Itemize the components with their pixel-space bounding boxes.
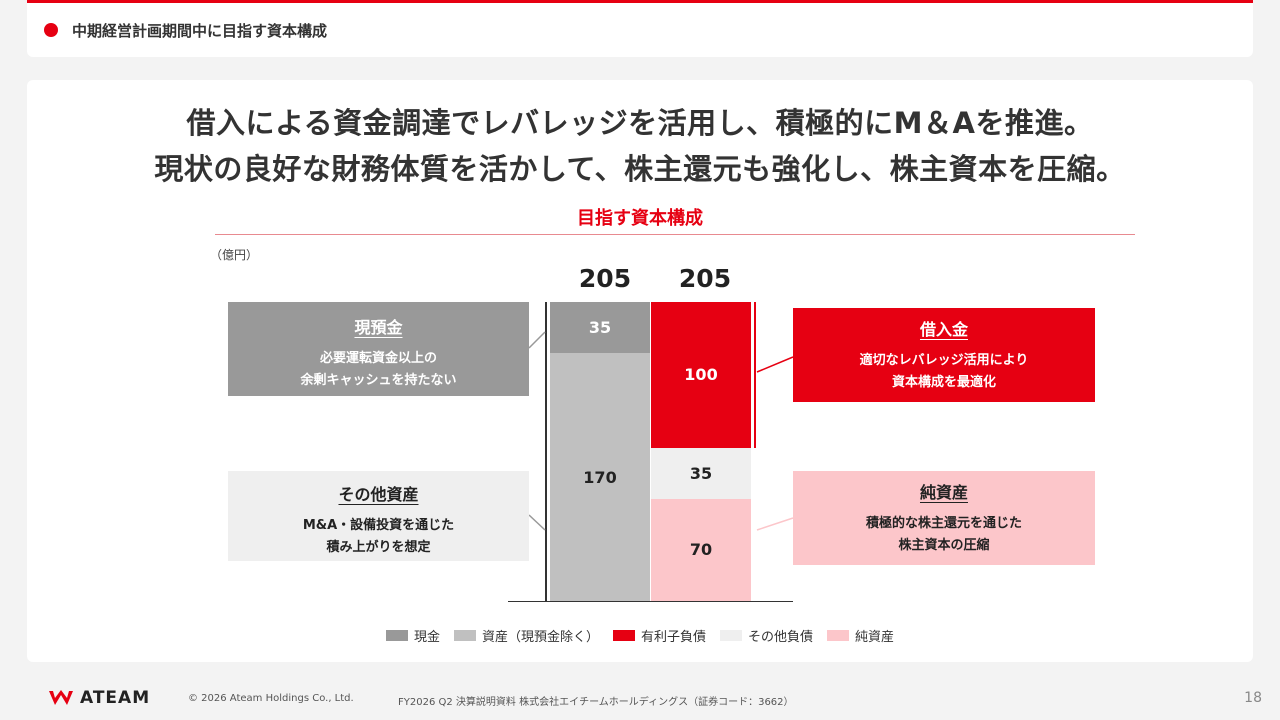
callout-other-assets-line-2: 積み上がりを想定 — [326, 540, 431, 555]
callout-cash-line-2: 余剰キャッシュを持たない — [300, 373, 457, 388]
ateam-logo-icon — [49, 690, 73, 705]
callout-cash: 現預金 必要運転資金以上の 余剰キャッシュを持たない — [228, 302, 529, 396]
footer-note: FY2026 Q2 決算説明資料 株式会社エイチームホールディングス（証券コード… — [398, 697, 794, 708]
headline-line-2: 現状の良好な財務体質を活かして、株主還元も強化し、株主資本を圧縮。 — [154, 152, 1126, 186]
bar-label-cash: 35 — [588, 318, 612, 338]
total-label-assets: 205 — [578, 264, 632, 293]
chart-title: 目指す資本構成 — [577, 208, 703, 229]
headline: 借入による資金調達でレバレッジを活用し、積極的にM＆Aを推進。 現状の良好な財務… — [0, 100, 1280, 192]
logo-text: ATEAM — [80, 688, 151, 708]
bar-segment-debt: 100 — [651, 302, 751, 448]
legend-label-equity: 純資産 — [855, 630, 895, 645]
bar-label-debt: 100 — [684, 365, 718, 385]
callout-debt-line-1: 適切なレバレッジ活用により — [859, 353, 1029, 368]
section-title: 中期経営計画期間中に目指す資本構成 — [72, 21, 328, 40]
callout-equity: 純資産 積極的な株主還元を通じた 株主資本の圧縮 — [793, 471, 1095, 565]
callout-other-assets: その他資産 M&A・設備投資を通じた 積み上がりを想定 — [228, 471, 529, 561]
legend-item-assets: 資産（現預金除く） — [453, 626, 599, 645]
total-label-liabilities: 205 — [678, 264, 732, 293]
section-header: 中期経営計画期間中に目指す資本構成 — [27, 3, 1253, 57]
legend-label-assets: 資産（現預金除く） — [481, 630, 599, 645]
bullet-dot-icon — [44, 23, 58, 37]
legend-item-debt: 有利子負債 — [612, 626, 706, 645]
legend-swatch-equity — [827, 630, 850, 641]
bar-label-other-liabilities: 35 — [689, 463, 713, 483]
bar-segment-cash: 35 — [550, 302, 650, 354]
legend-swatch-assets — [453, 630, 476, 641]
chart-legend: 現金 資産（現預金除く） 有利子負債 その他負債 純資産 — [0, 626, 1280, 645]
bracket-line-debt — [754, 302, 756, 448]
bracket-line-left — [545, 302, 547, 601]
callout-other-assets-title: その他資産 — [338, 485, 419, 504]
callout-debt: 借入金 適切なレバレッジ活用により 資本構成を最適化 — [793, 308, 1095, 402]
bar-label-assets: 170 — [583, 467, 617, 487]
legend-item-other-liabilities: その他負債 — [720, 626, 813, 645]
chart-baseline — [508, 601, 793, 602]
callout-debt-title: 借入金 — [919, 320, 968, 339]
legend-item-equity: 純資産 — [827, 626, 894, 645]
copyright: © 2026 Ateam Holdings Co., Ltd. — [188, 693, 354, 704]
legend-swatch-other-liabilities — [720, 630, 742, 641]
page-number: 18 — [1244, 690, 1262, 706]
legend-swatch-debt — [612, 630, 635, 641]
bar-label-equity: 70 — [689, 540, 713, 560]
bar-segment-equity: 70 — [651, 498, 751, 601]
footer: ATEAM © 2026 Ateam Holdings Co., Ltd. FY… — [0, 676, 1280, 720]
callout-cash-title: 現預金 — [354, 318, 403, 337]
top-accent-bar — [27, 0, 1253, 3]
legend-label-debt: 有利子負債 — [640, 630, 706, 645]
legend-item-cash: 現金 — [385, 626, 440, 645]
bar-segment-assets: 170 — [550, 353, 650, 601]
callout-equity-line-1: 積極的な株主還元を通じた — [865, 516, 1022, 531]
legend-swatch-cash — [385, 630, 408, 641]
callout-debt-line-2: 資本構成を最適化 — [891, 375, 996, 390]
callout-cash-line-1: 必要運転資金以上の — [319, 351, 437, 366]
callout-equity-line-2: 株主資本の圧縮 — [898, 538, 990, 553]
headline-line-1: 借入による資金調達でレバレッジを活用し、積極的にM＆Aを推進。 — [186, 106, 1094, 140]
chart-title-rule — [215, 234, 1135, 235]
legend-label-cash: 現金 — [413, 630, 440, 645]
company-logo: ATEAM — [48, 688, 150, 708]
unit-label: （億円） — [210, 248, 259, 262]
legend-label-other-liabilities: その他負債 — [748, 630, 814, 645]
bar-segment-other-liabilities: 35 — [651, 447, 751, 499]
callout-equity-title: 純資産 — [919, 483, 968, 502]
callout-other-assets-line-1: M&A・設備投資を通じた — [302, 518, 455, 533]
